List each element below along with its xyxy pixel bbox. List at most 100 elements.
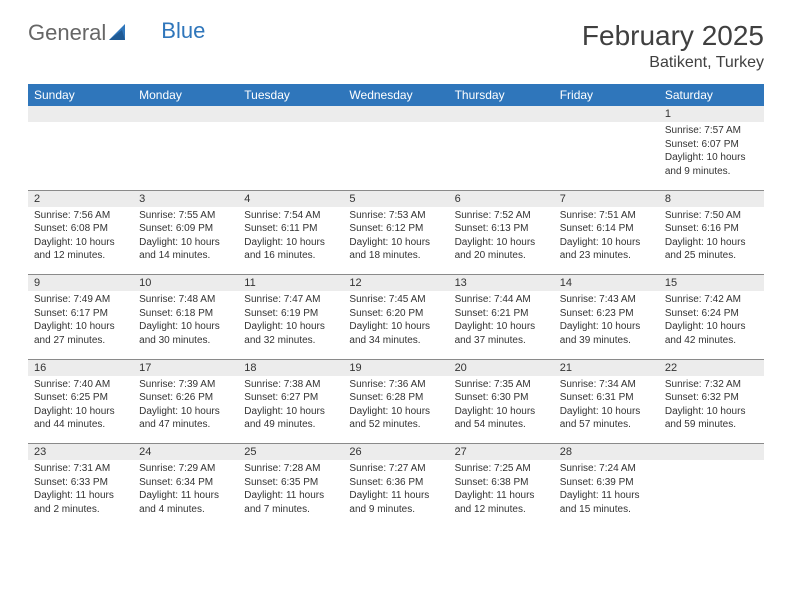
sunset-line: Sunset: 6:19 PM — [244, 307, 337, 321]
day-number-cell — [238, 106, 343, 122]
day-number-cell: 2 — [28, 190, 133, 207]
daylight-line: Daylight: 10 hours and 9 minutes. — [665, 151, 758, 178]
sunrise-line: Sunrise: 7:27 AM — [349, 462, 442, 476]
daylight-line: Daylight: 10 hours and 25 minutes. — [665, 236, 758, 263]
day-detail-cell: Sunrise: 7:38 AMSunset: 6:27 PMDaylight:… — [238, 376, 343, 444]
day-number-cell: 12 — [343, 275, 448, 292]
month-title: February 2025 — [582, 20, 764, 52]
daylight-line: Daylight: 11 hours and 9 minutes. — [349, 489, 442, 516]
day-detail-cell — [238, 122, 343, 190]
day-detail-cell: Sunrise: 7:54 AMSunset: 6:11 PMDaylight:… — [238, 207, 343, 275]
daylight-line: Daylight: 10 hours and 34 minutes. — [349, 320, 442, 347]
weekday-header: Friday — [554, 84, 659, 106]
sunrise-line: Sunrise: 7:55 AM — [139, 209, 232, 223]
day-number-cell: 9 — [28, 275, 133, 292]
daylight-line: Daylight: 10 hours and 30 minutes. — [139, 320, 232, 347]
sunset-line: Sunset: 6:39 PM — [560, 476, 653, 490]
day-detail-cell: Sunrise: 7:24 AMSunset: 6:39 PMDaylight:… — [554, 460, 659, 528]
day-detail-cell — [554, 122, 659, 190]
sunrise-line: Sunrise: 7:42 AM — [665, 293, 758, 307]
day-number-cell: 27 — [449, 444, 554, 461]
daynum-row: 2345678 — [28, 190, 764, 207]
day-number-cell: 20 — [449, 359, 554, 376]
weekday-header: Wednesday — [343, 84, 448, 106]
daynum-row: 232425262728 — [28, 444, 764, 461]
sunrise-line: Sunrise: 7:54 AM — [244, 209, 337, 223]
sunset-line: Sunset: 6:38 PM — [455, 476, 548, 490]
weekday-header: Saturday — [659, 84, 764, 106]
sunrise-line: Sunrise: 7:56 AM — [34, 209, 127, 223]
sunset-line: Sunset: 6:26 PM — [139, 391, 232, 405]
daylight-line: Daylight: 11 hours and 2 minutes. — [34, 489, 127, 516]
daylight-line: Daylight: 11 hours and 12 minutes. — [455, 489, 548, 516]
weekday-header: Tuesday — [238, 84, 343, 106]
sunrise-line: Sunrise: 7:32 AM — [665, 378, 758, 392]
sunrise-line: Sunrise: 7:53 AM — [349, 209, 442, 223]
day-number-cell: 15 — [659, 275, 764, 292]
day-detail-cell: Sunrise: 7:42 AMSunset: 6:24 PMDaylight:… — [659, 291, 764, 359]
daylight-line: Daylight: 10 hours and 52 minutes. — [349, 405, 442, 432]
day-detail-cell: Sunrise: 7:31 AMSunset: 6:33 PMDaylight:… — [28, 460, 133, 528]
day-number-cell: 21 — [554, 359, 659, 376]
detail-row: Sunrise: 7:56 AMSunset: 6:08 PM Daylight:… — [28, 207, 764, 275]
sunset-line: Sunset: 6:13 PM — [455, 222, 548, 236]
day-number-cell: 17 — [133, 359, 238, 376]
daylight-line: Daylight: 10 hours and 14 minutes. — [139, 236, 232, 263]
day-number-cell — [659, 444, 764, 461]
daynum-row: 9101112131415 — [28, 275, 764, 292]
sunrise-line: Sunrise: 7:36 AM — [349, 378, 442, 392]
sunset-line: Sunset: 6:17 PM — [34, 307, 127, 321]
day-detail-cell: Sunrise: 7:28 AMSunset: 6:35 PMDaylight:… — [238, 460, 343, 528]
location-label: Batikent, Turkey — [582, 54, 764, 72]
daylight-line: Daylight: 10 hours and 57 minutes. — [560, 405, 653, 432]
day-number-cell: 18 — [238, 359, 343, 376]
weekday-header-row: Sunday Monday Tuesday Wednesday Thursday… — [28, 84, 764, 106]
day-number-cell: 16 — [28, 359, 133, 376]
daynum-row: 16171819202122 — [28, 359, 764, 376]
day-detail-cell: Sunrise: 7:51 AMSunset: 6:14 PMDaylight:… — [554, 207, 659, 275]
daylight-line: Daylight: 11 hours and 4 minutes. — [139, 489, 232, 516]
daylight-line: Daylight: 11 hours and 7 minutes. — [244, 489, 337, 516]
sunset-line: Sunset: 6:20 PM — [349, 307, 442, 321]
day-detail-cell: Sunrise: 7:50 AMSunset: 6:16 PMDaylight:… — [659, 207, 764, 275]
sunrise-line: Sunrise: 7:47 AM — [244, 293, 337, 307]
detail-row: Sunrise: 7:31 AMSunset: 6:33 PMDaylight:… — [28, 460, 764, 528]
sunrise-line: Sunrise: 7:31 AM — [34, 462, 127, 476]
day-number-cell: 6 — [449, 190, 554, 207]
daylight-line: Daylight: 10 hours and 44 minutes. — [34, 405, 127, 432]
daylight-line: Daylight: 10 hours and 18 minutes. — [349, 236, 442, 263]
sunset-line: Sunset: 6:35 PM — [244, 476, 337, 490]
day-number-cell: 25 — [238, 444, 343, 461]
daylight-line: Daylight: 10 hours and 49 minutes. — [244, 405, 337, 432]
sunset-line: Sunset: 6:07 PM — [665, 138, 758, 152]
day-detail-cell: Sunrise: 7:56 AMSunset: 6:08 PMDaylight:… — [28, 207, 133, 275]
day-number-cell: 13 — [449, 275, 554, 292]
sunrise-line: Sunrise: 7:49 AM — [34, 293, 127, 307]
day-number-cell: 22 — [659, 359, 764, 376]
brand-logo: General Blue — [28, 20, 205, 46]
day-detail-cell — [659, 460, 764, 528]
day-number-cell: 4 — [238, 190, 343, 207]
brand-part2: Blue — [161, 18, 205, 44]
sunset-line: Sunset: 6:33 PM — [34, 476, 127, 490]
daylight-line: Daylight: 10 hours and 20 minutes. — [455, 236, 548, 263]
sunrise-line: Sunrise: 7:51 AM — [560, 209, 653, 223]
day-detail-cell: Sunrise: 7:57 AMSunset: 6:07 PMDaylight:… — [659, 122, 764, 190]
sunrise-line: Sunrise: 7:52 AM — [455, 209, 548, 223]
sunrise-line: Sunrise: 7:50 AM — [665, 209, 758, 223]
sunset-line: Sunset: 6:32 PM — [665, 391, 758, 405]
day-number-cell: 10 — [133, 275, 238, 292]
sunset-line: Sunset: 6:25 PM — [34, 391, 127, 405]
day-detail-cell: Sunrise: 7:40 AMSunset: 6:25 PMDaylight:… — [28, 376, 133, 444]
sunset-line: Sunset: 6:08 PM — [34, 222, 127, 236]
day-number-cell — [554, 106, 659, 122]
sunrise-line: Sunrise: 7:28 AM — [244, 462, 337, 476]
sunset-line: Sunset: 6:18 PM — [139, 307, 232, 321]
day-detail-cell: Sunrise: 7:34 AMSunset: 6:31 PMDaylight:… — [554, 376, 659, 444]
day-detail-cell: Sunrise: 7:27 AMSunset: 6:36 PMDaylight:… — [343, 460, 448, 528]
daylight-line: Daylight: 10 hours and 42 minutes. — [665, 320, 758, 347]
title-block: February 2025 Batikent, Turkey — [582, 20, 764, 72]
sunset-line: Sunset: 6:14 PM — [560, 222, 653, 236]
sunset-line: Sunset: 6:12 PM — [349, 222, 442, 236]
sunset-line: Sunset: 6:31 PM — [560, 391, 653, 405]
